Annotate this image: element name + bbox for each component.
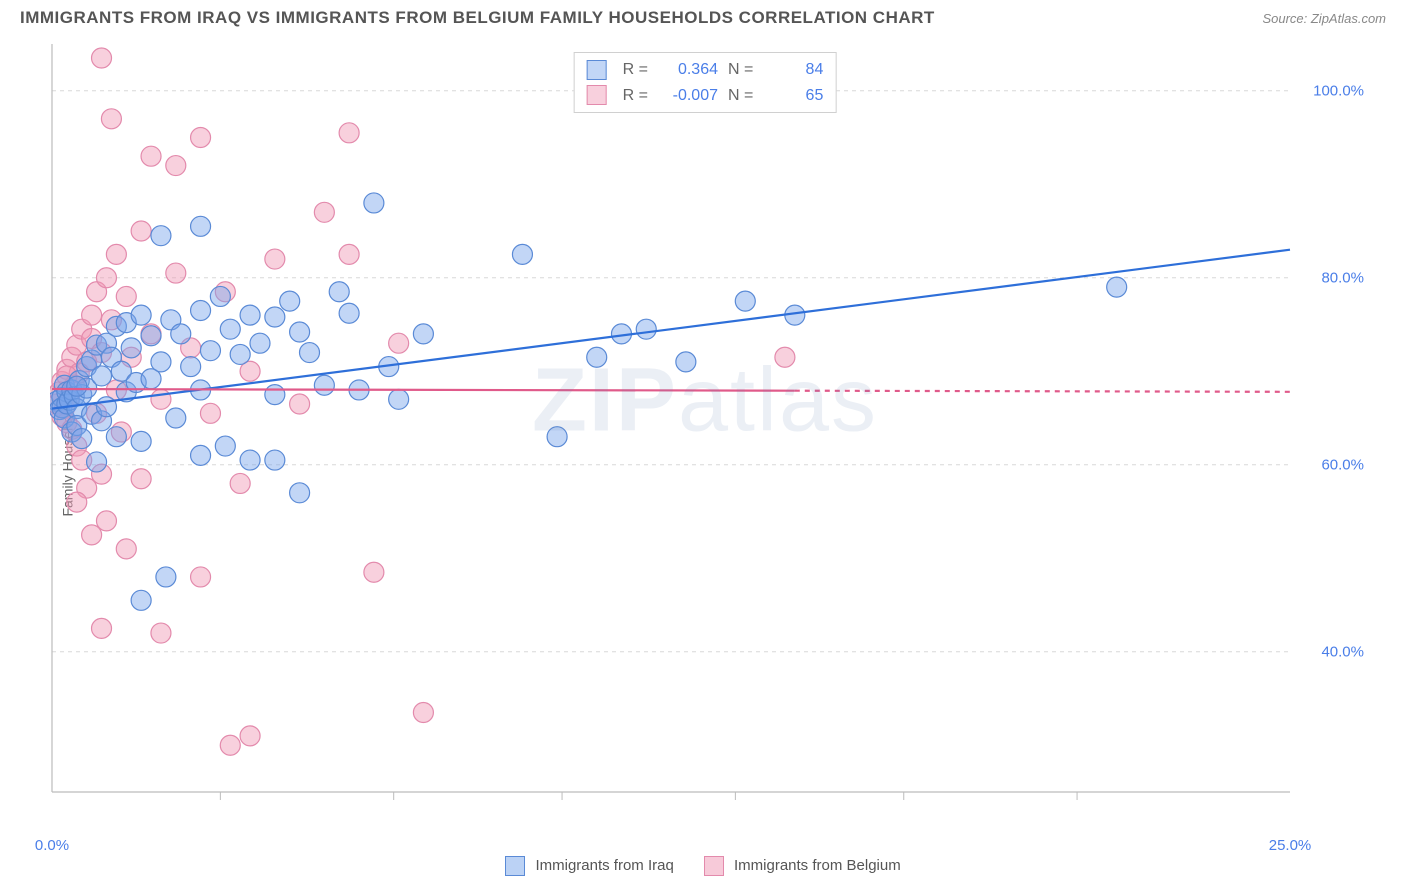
legend-r-label: R = [623,57,648,83]
legend-r-belgium: -0.007 [658,83,718,109]
title-bar: IMMIGRANTS FROM IRAQ VS IMMIGRANTS FROM … [0,0,1406,32]
source-label: Source: ZipAtlas.com [1262,11,1386,26]
y-tick-label: 40.0% [1321,643,1364,660]
chart-title: IMMIGRANTS FROM IRAQ VS IMMIGRANTS FROM … [20,8,935,28]
legend-r-iraq: 0.364 [658,57,718,83]
bottom-label-belgium: Immigrants from Belgium [734,857,901,874]
x-tick-label: 0.0% [35,837,69,854]
legend-n-label: N = [728,83,753,109]
bottom-swatch-iraq [505,856,525,876]
y-tick-label: 60.0% [1321,456,1364,473]
bottom-legend: Immigrants from Iraq Immigrants from Bel… [0,856,1406,876]
bottom-swatch-belgium [704,856,724,876]
legend-row-iraq: R = 0.364 N = 84 [587,57,824,83]
legend-r-label: R = [623,83,648,109]
y-tick-label: 100.0% [1313,82,1364,99]
x-tick-label: 25.0% [1269,837,1312,854]
legend-row-belgium: R = -0.007 N = 65 [587,83,824,109]
plot-region: ZIPatlas R = 0.364 N = 84 R = -0.007 N =… [50,42,1360,822]
bottom-legend-item-belgium: Immigrants from Belgium [704,856,901,876]
chart-area: Family Households ZIPatlas R = 0.364 N =… [0,32,1406,882]
bottom-legend-item-iraq: Immigrants from Iraq [505,856,674,876]
scatter-plot-svg [50,42,1360,822]
y-tick-label: 80.0% [1321,269,1364,286]
legend-n-label: N = [728,57,753,83]
bottom-label-iraq: Immigrants from Iraq [535,857,673,874]
correlation-legend: R = 0.364 N = 84 R = -0.007 N = 65 [574,52,837,113]
legend-swatch-iraq [587,60,607,80]
legend-n-iraq: 84 [763,57,823,83]
legend-n-belgium: 65 [763,83,823,109]
legend-swatch-belgium [587,85,607,105]
